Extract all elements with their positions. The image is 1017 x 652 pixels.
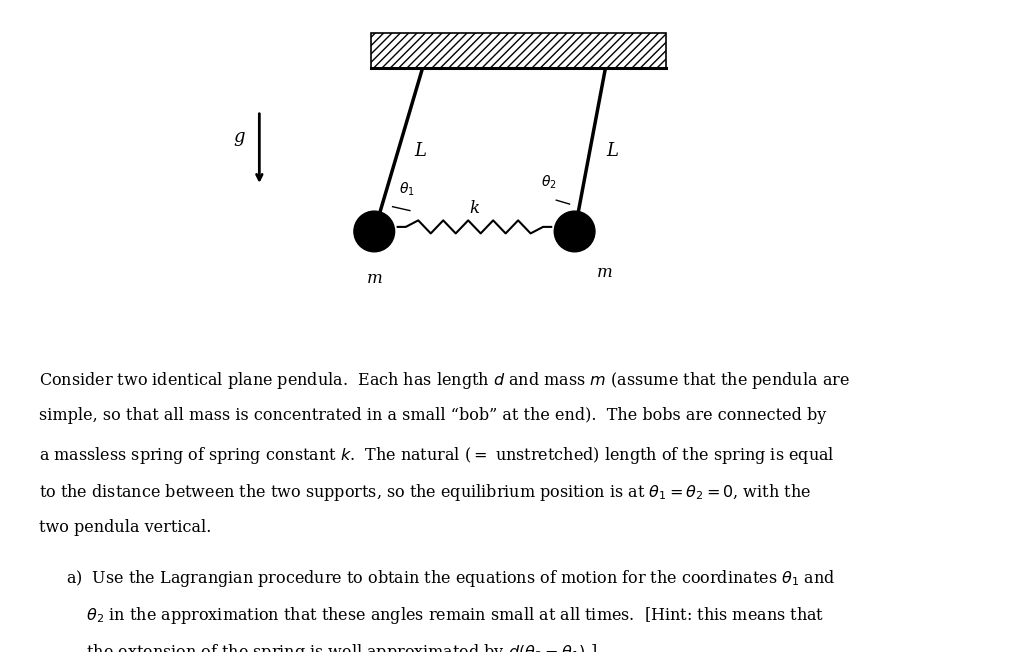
- Text: L: L: [415, 141, 426, 160]
- Text: the extension of the spring is well approximated by $d(\theta_2 - \theta_1)$.]: the extension of the spring is well appr…: [66, 642, 597, 652]
- Text: a massless spring of spring constant $k$.  The natural ($=$ unstretched) length : a massless spring of spring constant $k$…: [39, 445, 834, 466]
- Text: simple, so that all mass is concentrated in a small “bob” at the end).  The bobs: simple, so that all mass is concentrated…: [39, 408, 826, 424]
- Ellipse shape: [354, 211, 395, 252]
- Text: Consider two identical plane pendula.  Each has length $d$ and mass $m$ (assume : Consider two identical plane pendula. Ea…: [39, 370, 849, 391]
- Polygon shape: [371, 33, 666, 68]
- Text: two pendula vertical.: two pendula vertical.: [39, 519, 211, 536]
- Text: m: m: [366, 270, 382, 287]
- Text: m: m: [597, 263, 613, 280]
- Text: a)  Use the Lagrangian procedure to obtain the equations of motion for the coord: a) Use the Lagrangian procedure to obtai…: [66, 568, 836, 589]
- Text: $\theta_2$ in the approximation that these angles remain small at all times.  [H: $\theta_2$ in the approximation that the…: [66, 605, 825, 626]
- Text: g: g: [233, 128, 245, 146]
- Text: $\theta_1$: $\theta_1$: [399, 181, 415, 198]
- Text: $\theta_2$: $\theta_2$: [541, 174, 557, 191]
- Text: L: L: [606, 141, 618, 160]
- Ellipse shape: [554, 211, 595, 252]
- Text: k: k: [470, 200, 479, 217]
- Text: to the distance between the two supports, so the equilibrium position is at $\th: to the distance between the two supports…: [39, 482, 811, 503]
